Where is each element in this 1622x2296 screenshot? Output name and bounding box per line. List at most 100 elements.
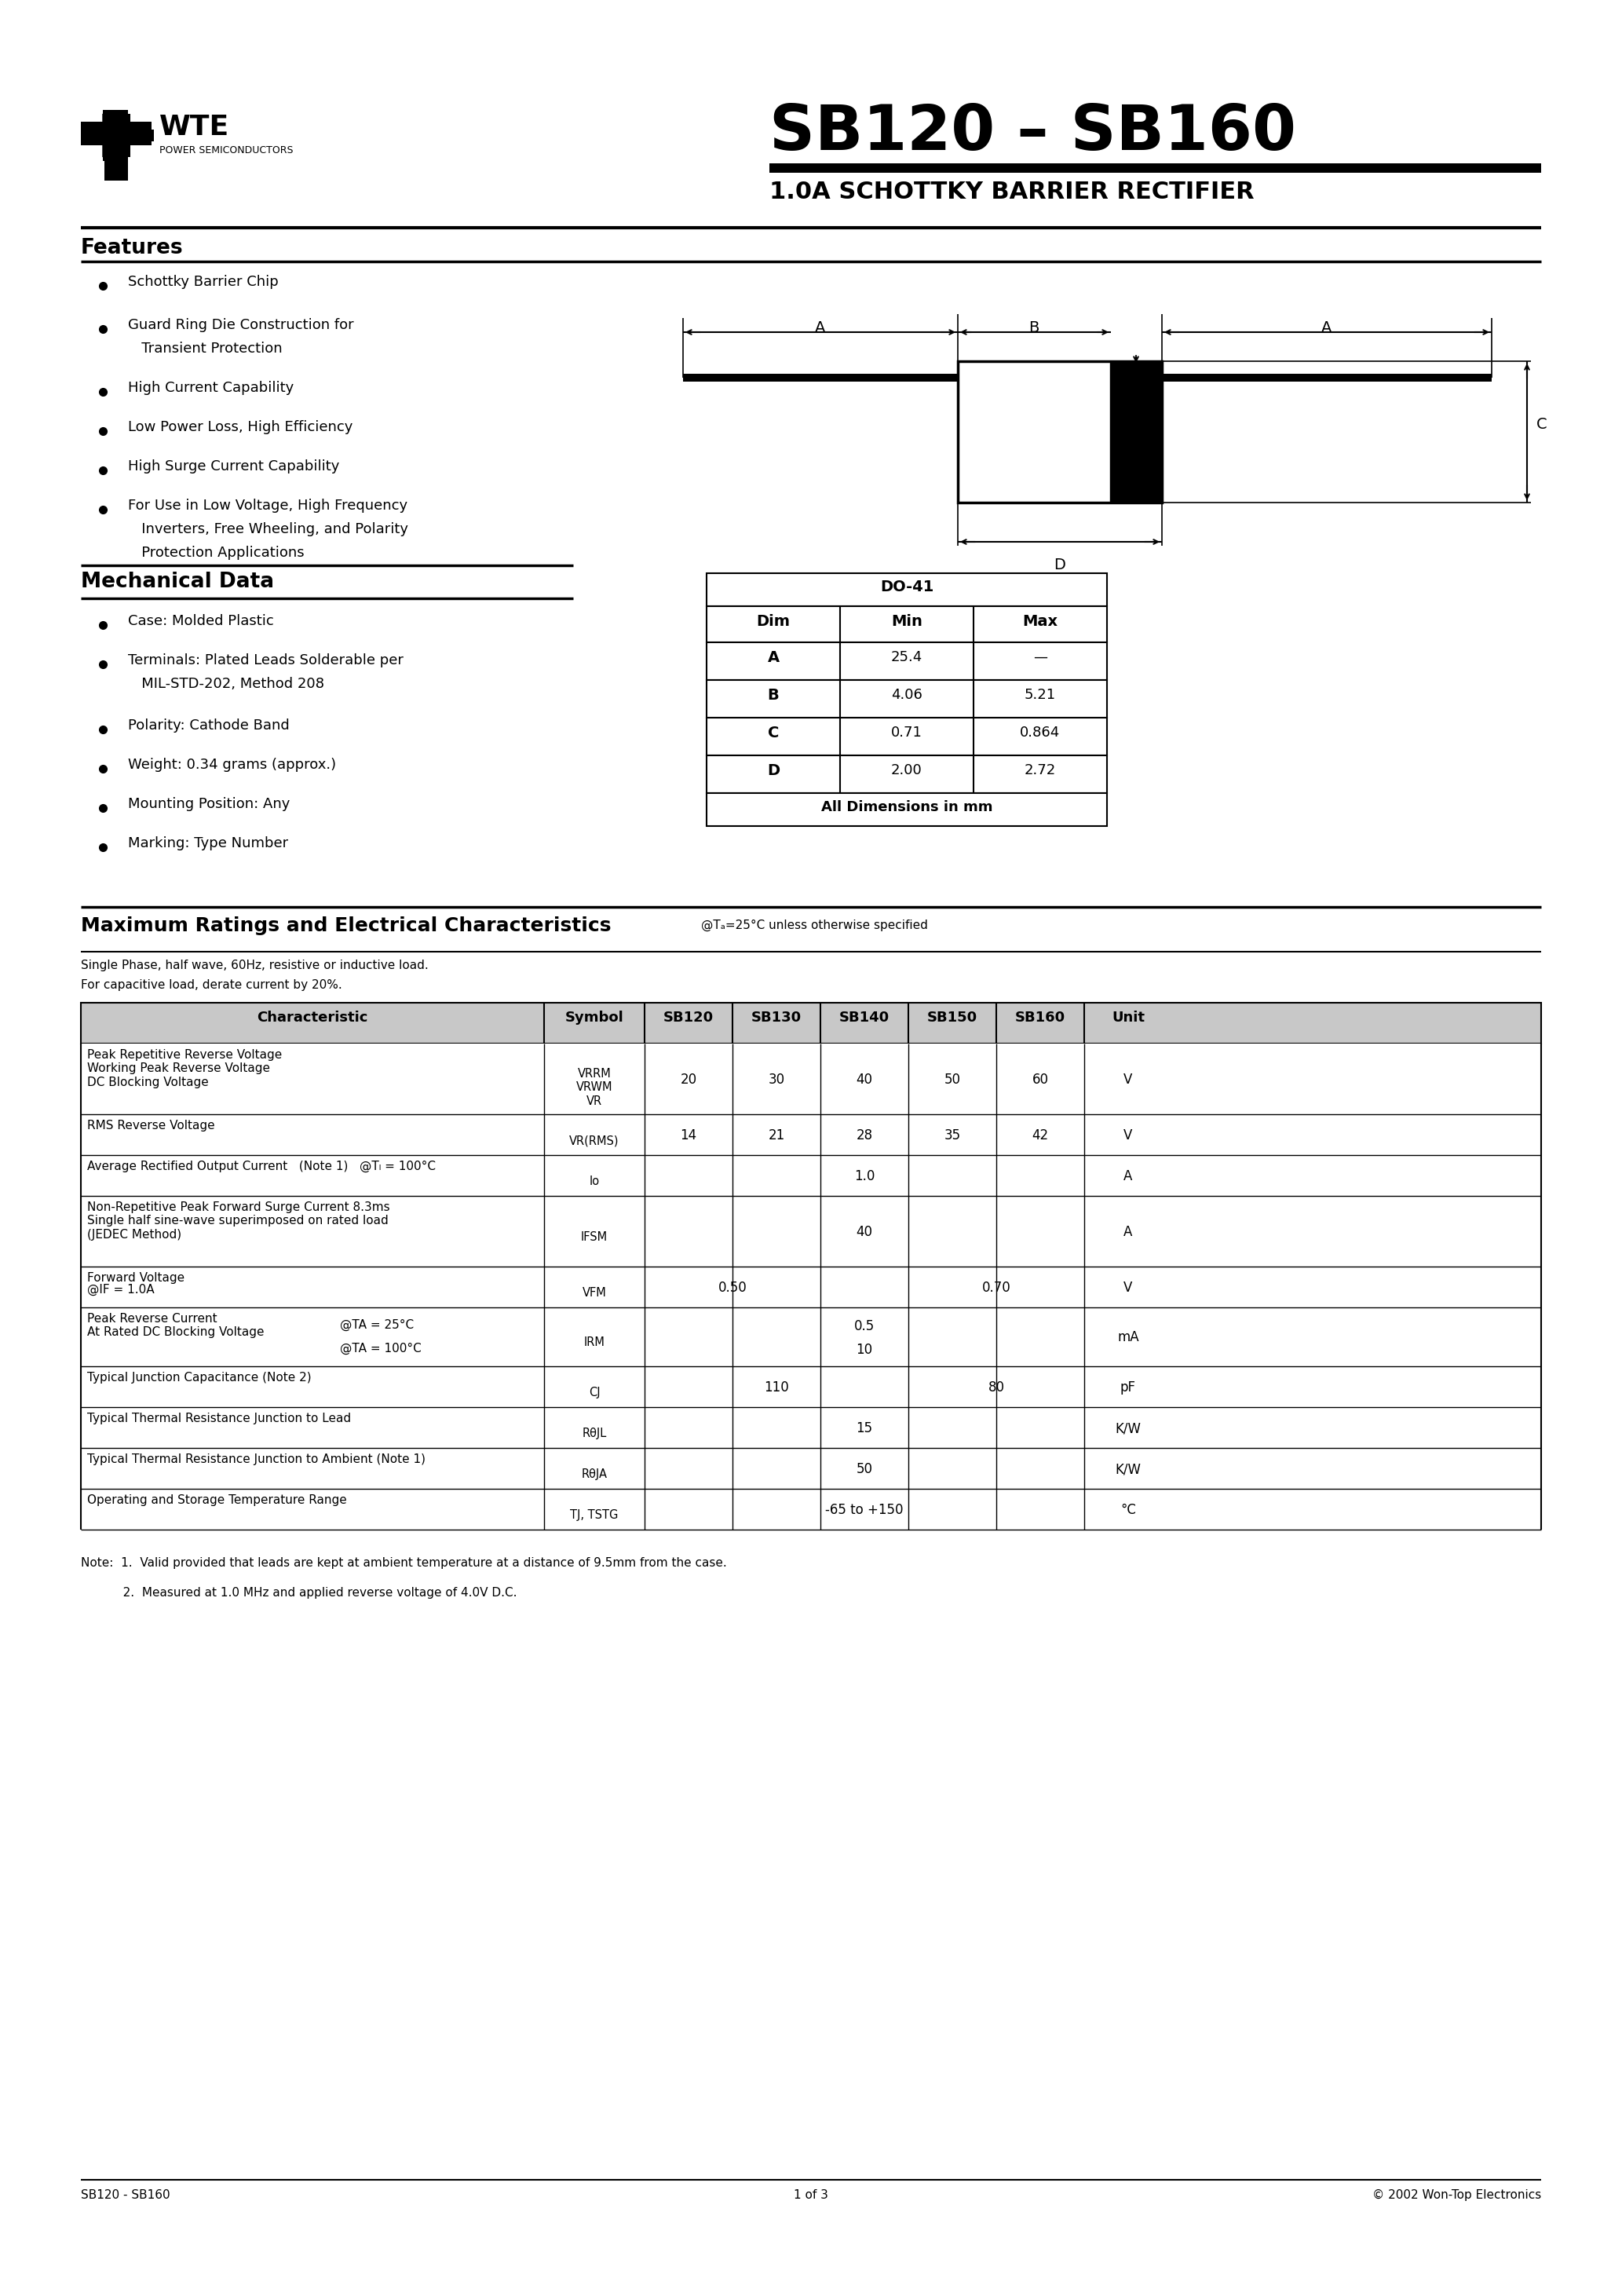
Bar [104, 110, 128, 181]
Bar [81, 1114, 1541, 1155]
Bar [707, 643, 1106, 680]
Text: Schottky Barrier Chip: Schottky Barrier Chip [128, 276, 279, 289]
Text: Protection Applications: Protection Applications [128, 546, 305, 560]
Text: 1 of 3: 1 of 3 [793, 2188, 829, 2202]
Text: Polarity: Cathode Band: Polarity: Cathode Band [128, 719, 289, 732]
Text: Min: Min [890, 613, 923, 629]
Text: Note:  1.  Valid provided that leads are kept at ambient temperature at a distan: Note: 1. Valid provided that leads are k… [81, 1557, 727, 1568]
Bar [707, 755, 1106, 792]
Text: WTE: WTE [159, 115, 229, 140]
Bar [81, 1155, 1541, 1196]
Text: High Surge Current Capability: High Surge Current Capability [128, 459, 339, 473]
Text: All Dimensions in mm: All Dimensions in mm [821, 799, 993, 815]
Text: SB120 – SB160: SB120 – SB160 [769, 101, 1296, 163]
Bar [1111, 360, 1161, 503]
Text: Case: Molded Plastic: Case: Molded Plastic [128, 613, 274, 629]
Text: A: A [1124, 1169, 1132, 1182]
Text: 1.0: 1.0 [855, 1169, 874, 1182]
Text: 80: 80 [988, 1380, 1004, 1394]
Text: © 2002 Won-Top Electronics: © 2002 Won-Top Electronics [1372, 2188, 1541, 2202]
Text: DO-41: DO-41 [881, 579, 934, 595]
Text: pF: pF [1121, 1380, 1135, 1394]
Bar [707, 606, 1106, 643]
Text: °C: °C [1121, 1504, 1135, 1518]
Text: A: A [1322, 321, 1332, 335]
Text: Mechanical Data: Mechanical Data [81, 572, 274, 592]
Text: RθJL: RθJL [582, 1428, 607, 1440]
Text: 25.4: 25.4 [890, 650, 923, 664]
Text: Terminals: Plated Leads Solderable per: Terminals: Plated Leads Solderable per [128, 654, 404, 668]
Text: V: V [1124, 1127, 1132, 1143]
Text: VRRM
VRWM
VR: VRRM VRWM VR [576, 1068, 613, 1107]
Text: 15: 15 [856, 1421, 873, 1435]
Text: VFM: VFM [582, 1288, 607, 1300]
Text: 50: 50 [856, 1463, 873, 1476]
Text: 28: 28 [856, 1127, 873, 1143]
Text: Dim: Dim [756, 613, 790, 629]
Text: Typical Junction Capacitance (Note 2): Typical Junction Capacitance (Note 2) [88, 1371, 311, 1384]
Text: 110: 110 [764, 1380, 788, 1394]
Text: CJ: CJ [589, 1387, 600, 1398]
Text: @Tₐ=25°C unless otherwise specified: @Tₐ=25°C unless otherwise specified [701, 918, 928, 932]
Text: Guard Ring Die Construction for: Guard Ring Die Construction for [128, 319, 354, 333]
Text: Typical Thermal Resistance Junction to Lead: Typical Thermal Resistance Junction to L… [88, 1412, 350, 1424]
Text: K/W: K/W [1116, 1463, 1142, 1476]
Text: Average Rectified Output Current   (Note 1)   @Tₗ = 100°C: Average Rectified Output Current (Note 1… [88, 1159, 436, 1173]
Text: 21: 21 [769, 1127, 785, 1143]
Text: Non-Repetitive Peak Forward Surge Current 8.3ms
Single half sine-wave superimpos: Non-Repetitive Peak Forward Surge Curren… [88, 1201, 389, 1240]
Text: Maximum Ratings and Electrical Characteristics: Maximum Ratings and Electrical Character… [81, 916, 611, 934]
Text: SB130: SB130 [751, 1010, 801, 1024]
Bar [81, 122, 151, 145]
Text: 0.71: 0.71 [890, 726, 923, 739]
Text: 2.72: 2.72 [1025, 762, 1056, 778]
Text: 10: 10 [856, 1343, 873, 1357]
Text: For Use in Low Voltage, High Frequency: For Use in Low Voltage, High Frequency [128, 498, 407, 512]
Text: Operating and Storage Temperature Range: Operating and Storage Temperature Range [88, 1495, 347, 1506]
Bar [81, 1267, 1541, 1306]
Text: Peak Repetitive Reverse Voltage
Working Peak Reverse Voltage
DC Blocking Voltage: Peak Repetitive Reverse Voltage Working … [88, 1049, 282, 1088]
Text: @IF = 1.0A: @IF = 1.0A [88, 1283, 154, 1295]
Text: Unit: Unit [1111, 1010, 1145, 1024]
Bar [769, 163, 1541, 172]
Text: C: C [767, 726, 779, 742]
Text: V: V [1124, 1281, 1132, 1295]
Bar [81, 1306, 1541, 1366]
Bar [707, 792, 1106, 827]
Text: C: C [1536, 416, 1547, 432]
Text: A: A [767, 650, 779, 666]
Text: B: B [767, 689, 779, 703]
Bar [81, 1003, 1541, 1045]
Text: 40: 40 [856, 1226, 873, 1240]
Text: Features: Features [81, 239, 183, 259]
Text: A: A [816, 321, 826, 335]
Text: RθJA: RθJA [581, 1469, 607, 1481]
Text: B: B [1028, 321, 1040, 335]
Text: @TA = 100°C: @TA = 100°C [341, 1343, 422, 1355]
Bar [130, 129, 154, 142]
Text: Transient Protection: Transient Protection [128, 342, 282, 356]
Text: Max: Max [1022, 613, 1058, 629]
Bar [707, 574, 1106, 606]
Text: —: — [1033, 650, 1048, 664]
Text: 50: 50 [944, 1072, 960, 1086]
Text: 20: 20 [680, 1072, 697, 1086]
Bar [102, 110, 114, 161]
Text: Low Power Loss, High Efficiency: Low Power Loss, High Efficiency [128, 420, 354, 434]
Text: Io: Io [589, 1176, 600, 1187]
Bar [81, 1045, 1541, 1114]
Text: 0.5: 0.5 [855, 1320, 874, 1334]
Text: 35: 35 [944, 1127, 960, 1143]
Text: D: D [767, 762, 780, 778]
Text: IRM: IRM [584, 1336, 605, 1348]
Text: RMS Reverse Voltage: RMS Reverse Voltage [88, 1120, 214, 1132]
Text: 1.0A SCHOTTKY BARRIER RECTIFIER: 1.0A SCHOTTKY BARRIER RECTIFIER [769, 181, 1254, 204]
Text: Inverters, Free Wheeling, and Polarity: Inverters, Free Wheeling, and Polarity [128, 521, 409, 537]
Text: SB120: SB120 [663, 1010, 714, 1024]
Bar [707, 719, 1106, 755]
Text: SB140: SB140 [839, 1010, 889, 1024]
Bar [123, 115, 130, 156]
Text: D: D [1054, 558, 1066, 572]
Text: 0.70: 0.70 [981, 1281, 1011, 1295]
Text: SB120 - SB160: SB120 - SB160 [81, 2188, 170, 2202]
Text: Mounting Position: Any: Mounting Position: Any [128, 797, 290, 810]
